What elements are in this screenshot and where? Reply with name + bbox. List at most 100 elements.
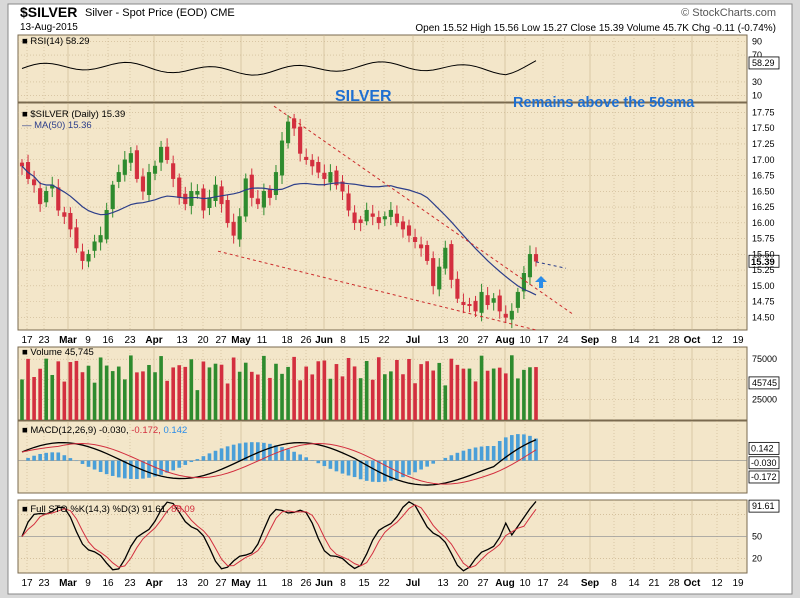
candle bbox=[104, 209, 109, 240]
volume-bar bbox=[413, 383, 417, 420]
candle bbox=[44, 191, 49, 203]
volume-bar bbox=[395, 359, 399, 420]
price-tick: 15.00 bbox=[752, 281, 775, 291]
candle bbox=[56, 187, 61, 211]
macd-histogram-bar bbox=[153, 460, 157, 477]
candle bbox=[201, 188, 206, 211]
macd-histogram-bar bbox=[425, 460, 429, 467]
candle bbox=[279, 140, 285, 176]
x-tick-label: Jun bbox=[315, 578, 333, 589]
candle bbox=[298, 126, 303, 154]
candle bbox=[412, 237, 418, 242]
candle bbox=[261, 191, 266, 208]
volume-bar bbox=[461, 368, 466, 420]
volume-bar bbox=[116, 366, 121, 420]
x-tick-label: 17 bbox=[21, 335, 33, 346]
candle bbox=[358, 219, 363, 224]
rsi-tick: 30 bbox=[752, 77, 762, 87]
candle bbox=[376, 217, 381, 224]
volume-bar bbox=[328, 378, 333, 420]
ohlc-stats: Open 15.52 High 15.56 Low 15.27 Close 15… bbox=[415, 23, 776, 34]
macd-histogram-bar bbox=[407, 460, 411, 475]
ma50-line bbox=[21, 165, 537, 296]
candle bbox=[449, 244, 454, 280]
macd-histogram-bar bbox=[473, 447, 478, 461]
volume-bar bbox=[358, 378, 363, 420]
candle bbox=[473, 300, 478, 312]
macd-histogram-bar bbox=[189, 460, 194, 463]
volume-bar bbox=[522, 369, 526, 420]
volume-bar bbox=[268, 377, 272, 420]
macd-histogram-bar bbox=[104, 460, 109, 475]
candle bbox=[364, 209, 369, 222]
x-tick-label: 23 bbox=[124, 578, 136, 589]
sto-tick: 20 bbox=[752, 553, 762, 563]
volume-bar bbox=[310, 374, 315, 420]
candle bbox=[292, 118, 297, 129]
macd-histogram-bar bbox=[467, 448, 472, 461]
macd-histogram-bar bbox=[334, 460, 339, 472]
macd-histogram-bar bbox=[352, 460, 357, 478]
x-tick-label: 20 bbox=[197, 578, 209, 589]
volume-tick: 45745 bbox=[752, 378, 777, 388]
macd-histogram-bar bbox=[159, 460, 163, 475]
macd-histogram-bar bbox=[50, 452, 55, 461]
volume-bar bbox=[165, 380, 169, 420]
volume-bar bbox=[147, 364, 151, 420]
x-tick-label: 11 bbox=[257, 578, 268, 589]
macd-legend: ■ MACD(12,26,9) -0.030, -0.172, 0.142 bbox=[22, 425, 187, 436]
candle bbox=[110, 184, 115, 210]
candle bbox=[491, 298, 496, 303]
volume-bar bbox=[171, 367, 175, 420]
panel-rsi bbox=[17, 34, 748, 103]
x-tick-label: 23 bbox=[38, 578, 50, 589]
x-tick-label: 11 bbox=[257, 335, 268, 346]
candle bbox=[328, 172, 333, 183]
x-tick-label: 20 bbox=[457, 578, 469, 589]
symbol-description: Silver - Spot Price (EOD) CME bbox=[85, 7, 235, 19]
x-tick-label: Aug bbox=[495, 335, 514, 346]
candle bbox=[515, 291, 520, 308]
x-tick-label: 20 bbox=[457, 335, 469, 346]
macd-histogram-bar bbox=[122, 460, 127, 479]
macd-histogram-bar bbox=[485, 446, 490, 461]
upper-trendline bbox=[273, 105, 574, 315]
candle bbox=[74, 227, 79, 249]
volume-bar bbox=[431, 370, 436, 420]
panel-volume bbox=[17, 346, 748, 421]
sto-tick: 50 bbox=[752, 532, 762, 542]
candle bbox=[400, 221, 406, 230]
macd-tick: 0.142 bbox=[751, 443, 774, 453]
volume-bar bbox=[159, 356, 163, 420]
candle bbox=[134, 150, 139, 179]
candle bbox=[340, 181, 345, 192]
candle bbox=[86, 254, 91, 262]
x-tick-label: Jul bbox=[406, 335, 421, 346]
macd-histogram-bar bbox=[509, 435, 514, 461]
macd-histogram-bar bbox=[207, 453, 212, 461]
x-tick-label: 21 bbox=[648, 335, 660, 346]
x-tick-label: Sep bbox=[581, 578, 599, 589]
volume-bar bbox=[322, 360, 327, 420]
candle bbox=[437, 266, 442, 290]
volume-bar bbox=[249, 371, 254, 420]
volume-bar bbox=[364, 361, 369, 420]
x-tick-label: 21 bbox=[648, 578, 660, 589]
volume-bar bbox=[243, 362, 248, 420]
macd-histogram-bar bbox=[231, 444, 236, 461]
volume-bar bbox=[516, 378, 520, 420]
volume-tick: 75000 bbox=[752, 354, 777, 364]
macd-histogram-bar bbox=[213, 450, 218, 461]
lower-trendline bbox=[217, 250, 537, 331]
volume-bar bbox=[207, 367, 212, 420]
candle bbox=[461, 302, 466, 306]
rsi-legend: ■ RSI(14) 58.29 bbox=[22, 36, 90, 47]
candle bbox=[171, 163, 176, 179]
macd-histogram-bar bbox=[401, 460, 405, 478]
candle bbox=[165, 146, 170, 161]
x-tick-label: 22 bbox=[378, 335, 390, 346]
volume-bar bbox=[528, 367, 532, 420]
volume-bar bbox=[44, 358, 49, 420]
x-tick-label: 16 bbox=[102, 335, 114, 346]
macd-histogram-bar bbox=[62, 455, 67, 461]
